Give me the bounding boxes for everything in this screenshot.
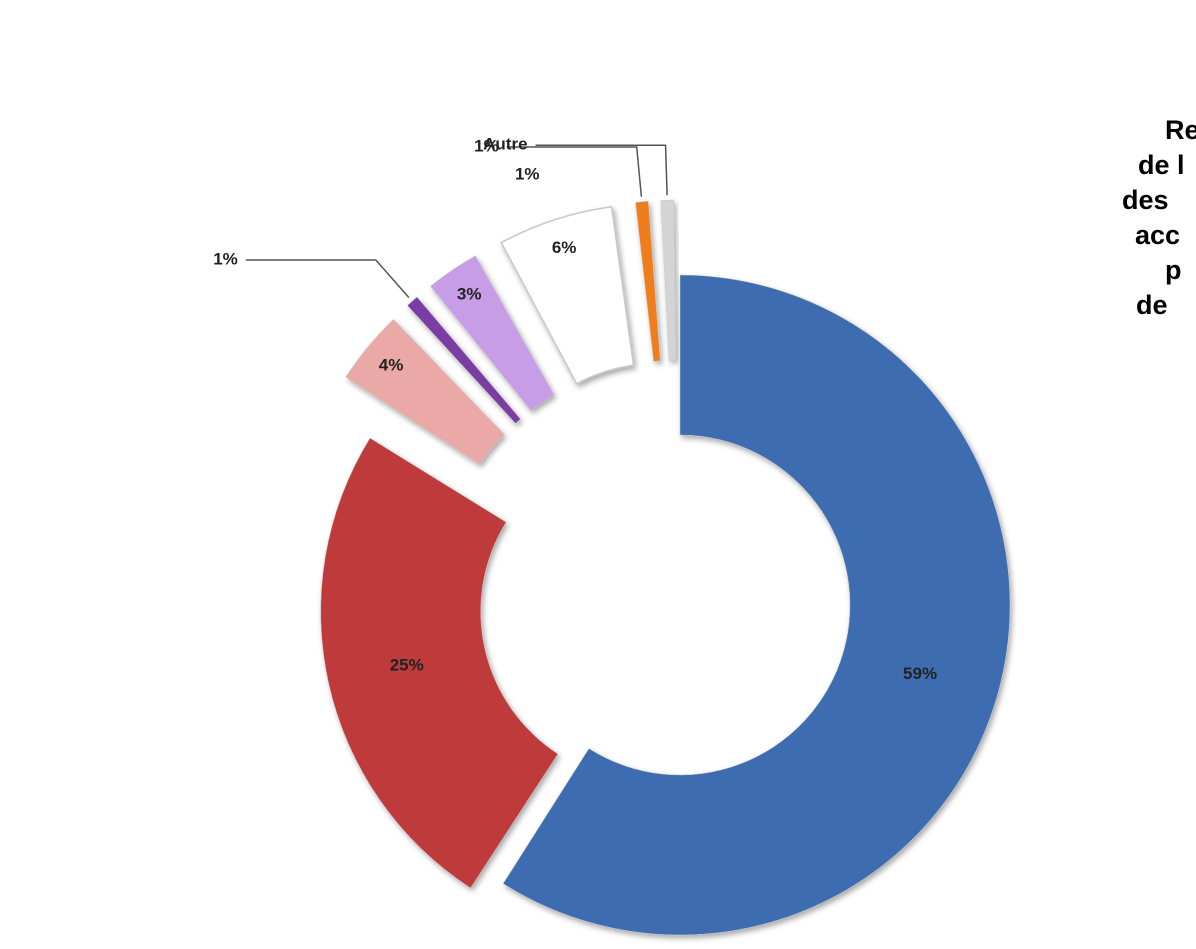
data-label: 25% [390, 656, 424, 675]
slice [502, 274, 1011, 936]
slice [345, 319, 505, 465]
slice [635, 200, 661, 362]
data-label: 4% [379, 355, 404, 374]
data-label: 1% [474, 137, 499, 156]
slice [500, 205, 635, 385]
category-label: Autre [483, 135, 527, 154]
title-line: p [1165, 255, 1182, 285]
leader-line [245, 259, 410, 298]
title-line: des [1122, 185, 1169, 215]
title-line: Re [1165, 115, 1196, 145]
slice [407, 296, 521, 424]
data-label: 3% [457, 284, 482, 303]
data-label: 1% [515, 165, 540, 184]
slice [660, 199, 676, 361]
leader-line [535, 144, 668, 196]
title-line: de l [1138, 150, 1185, 180]
title-line: acc [1135, 220, 1180, 250]
slices [320, 199, 1011, 936]
leader-line [506, 146, 643, 197]
data-label: 1% [213, 249, 238, 268]
slice [430, 255, 555, 412]
data-label: 59% [903, 664, 937, 683]
slice [320, 437, 559, 889]
title-line: de [1136, 290, 1168, 320]
data-label: 6% [552, 238, 577, 257]
